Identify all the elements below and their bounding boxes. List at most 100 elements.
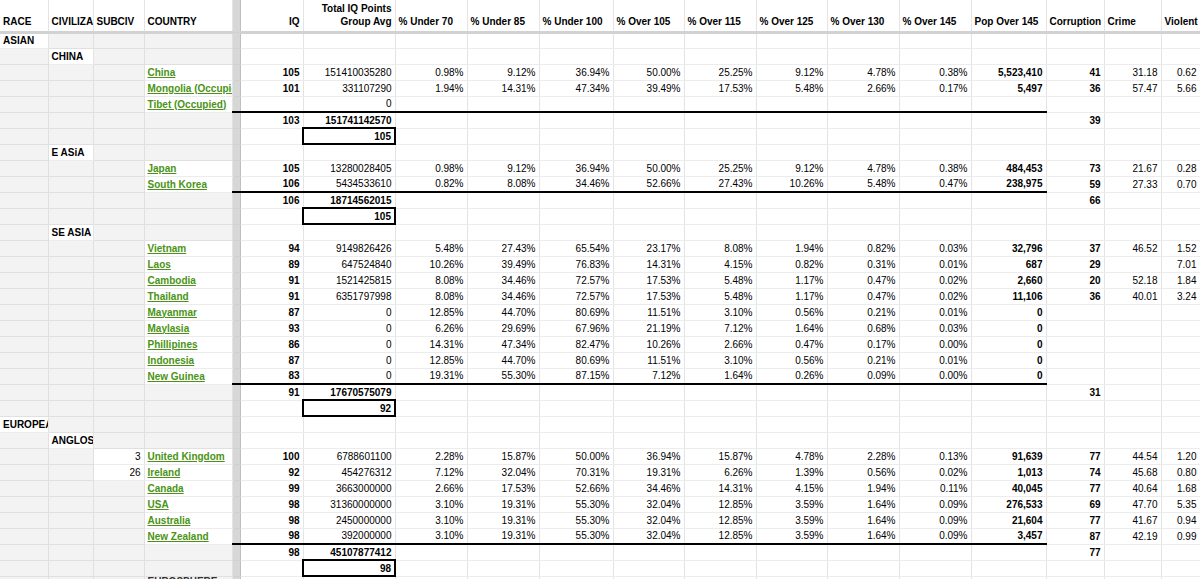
cell-corruption [1046, 96, 1104, 112]
cell-crime [1104, 48, 1161, 64]
cell-corruption: 87 [1046, 528, 1104, 544]
cell-o130: 0.31% [827, 256, 899, 272]
cell-o105 [613, 48, 684, 64]
cell-corruption: 37 [1046, 240, 1104, 256]
cell-spacer [232, 432, 240, 448]
col-header-o125: % Over 125 [756, 0, 827, 32]
spacer-column-header [232, 0, 240, 32]
cell-u100: 36.94% [539, 160, 613, 176]
cell-total: 0 [303, 96, 395, 112]
cell-spacer [232, 368, 240, 384]
cell-o105 [613, 224, 684, 240]
country-link[interactable]: USA [144, 496, 232, 512]
cell-u70: 2.66% [395, 480, 467, 496]
cell-spacer [232, 32, 240, 48]
country-link[interactable]: Canada [144, 480, 232, 496]
cell-u100: 72.57% [539, 272, 613, 288]
cell-violent: 5.35 [1161, 496, 1200, 512]
cell-total: 17670575079 [303, 384, 395, 400]
country-link[interactable]: Australia [144, 512, 232, 528]
cell-o125: 9.12% [756, 64, 827, 80]
cell-o115 [684, 32, 756, 48]
country-link[interactable]: New Zealand [144, 528, 232, 544]
cell-race [0, 80, 48, 96]
cell-o105 [613, 544, 684, 560]
cell-violent: 0.62 [1161, 64, 1200, 80]
table-row: 26Ireland924542763127.12%32.04%70.31%19.… [0, 464, 1200, 480]
cell-o115: 25.25% [684, 160, 756, 176]
cell-u85 [467, 32, 539, 48]
cell-o130: 1.94% [827, 480, 899, 496]
cell-o125 [756, 144, 827, 160]
country-link[interactable]: Thailand [144, 288, 232, 304]
cell-civ [48, 96, 93, 112]
table-row: New Guinea83019.31%55.30%87.15%7.12%1.64… [0, 368, 1200, 384]
cell-o105: 19.31% [613, 464, 684, 480]
table-row: SE ASIA [0, 224, 1200, 240]
cell-subciv [93, 336, 144, 352]
cell-total: 151410035280 [303, 64, 395, 80]
cell-iq: 98 [240, 544, 303, 560]
cell-o130: 0.09% [827, 368, 899, 384]
country-link[interactable]: Mongolia (Occupied) [144, 80, 232, 96]
table-row: ASIAN [0, 32, 1200, 48]
cell-o145: 0.09% [899, 528, 971, 544]
cell-iq: 98 [240, 512, 303, 528]
cell-o145: 0.01% [899, 256, 971, 272]
country-link[interactable]: Vietnam [144, 240, 232, 256]
cell-spacer [232, 112, 240, 128]
cell-race [0, 176, 48, 192]
cell-o105: 36.94% [613, 448, 684, 464]
cell-country [144, 416, 232, 432]
cell-violent [1161, 336, 1200, 352]
cell-total: 0 [303, 336, 395, 352]
cell-spacer [232, 464, 240, 480]
country-link[interactable]: Ireland [144, 464, 232, 480]
cell-race [0, 432, 48, 448]
cell-u100 [539, 192, 613, 208]
cell-o145 [899, 128, 971, 144]
cell-pop145: 1,013 [971, 464, 1046, 480]
cell-o130: 1.64% [827, 496, 899, 512]
col-header-o145: % Over 145 [899, 0, 971, 32]
table-row: 92 [0, 400, 1200, 416]
cell-o145: 0.13% [899, 448, 971, 464]
cell-total: 18714562015 [303, 192, 395, 208]
cell-subciv [93, 192, 144, 208]
country-link[interactable]: New Guinea [144, 368, 232, 384]
cell-race [0, 112, 48, 128]
cell-total: 151741142570 [303, 112, 395, 128]
country-link[interactable]: Tibet (Occupied) [144, 96, 232, 112]
cell-o145: 0.00% [899, 368, 971, 384]
table-row: Maylasia9306.26%29.69%67.96%21.19%7.12%1… [0, 320, 1200, 336]
col-header-pop145: Pop Over 145 [971, 0, 1046, 32]
cell-race [0, 288, 48, 304]
cell-o115 [684, 432, 756, 448]
cell-crime: 44.54 [1104, 448, 1161, 464]
cell-race [0, 496, 48, 512]
table-row: 984510787741277 [0, 544, 1200, 560]
table-row: USA98313600000003.10%19.31%55.30%32.04%1… [0, 496, 1200, 512]
cell-u100 [539, 112, 613, 128]
cell-subciv [93, 160, 144, 176]
cell-o130 [827, 208, 899, 224]
country-link[interactable]: Mayanmar [144, 304, 232, 320]
country-link[interactable]: Laos [144, 256, 232, 272]
country-link[interactable]: Phillipines [144, 336, 232, 352]
cell-o130: 4.78% [827, 64, 899, 80]
country-link[interactable]: China [144, 64, 232, 80]
cell-o105: 17.53% [613, 272, 684, 288]
cell-o145: 0.00% [899, 336, 971, 352]
cell-spacer [232, 128, 240, 144]
cell-iq: 106 [240, 192, 303, 208]
country-link[interactable]: South Korea [144, 176, 232, 192]
cell-o125: 3.59% [756, 512, 827, 528]
cell-crime [1104, 384, 1161, 400]
country-link[interactable]: Maylasia [144, 320, 232, 336]
country-link[interactable]: United Kingdom [144, 448, 232, 464]
table-row: Indonesia87012.85%44.70%80.69%11.51%3.10… [0, 352, 1200, 368]
country-link[interactable]: Indonesia [144, 352, 232, 368]
cell-corruption [1046, 320, 1104, 336]
country-link[interactable]: Cambodia [144, 272, 232, 288]
country-link[interactable]: Japan [144, 160, 232, 176]
